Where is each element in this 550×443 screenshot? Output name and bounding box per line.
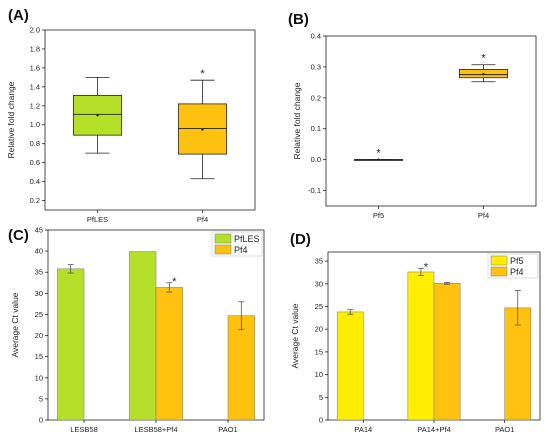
legend-swatch	[214, 244, 232, 255]
x-tick-label: Pf4	[197, 215, 208, 224]
x-tick-label: LESB58	[70, 425, 98, 434]
y-tick-label: 10	[35, 373, 43, 382]
panel-label: (D)	[290, 231, 311, 248]
panel-c: (C) 0 5 10 15 20 25 30 35 40 45 Average Ct value LES…	[8, 226, 265, 434]
x-tick-label: PA14	[354, 425, 372, 434]
y-tick-label: 20	[315, 325, 323, 334]
panel-b: (B) -0.1 0.0 0.1 0.2 0.3 0.4 Relative fold chan…	[288, 11, 537, 220]
y-tick-label: 0.2	[30, 196, 40, 205]
y-tick-label: 30	[35, 289, 43, 298]
y-tick-label: 25	[35, 310, 43, 319]
significance-star: *	[481, 53, 486, 65]
x-tick-label: Pf4	[478, 211, 489, 220]
y-tick-label: 35	[315, 257, 323, 266]
y-tick-label: 15	[35, 352, 43, 361]
y-tick-label: 1.2	[30, 101, 40, 110]
y-tick-label: 2.0	[30, 26, 40, 35]
y-tick-label: 0.3	[311, 62, 321, 71]
y-tick-label: 5	[39, 394, 43, 403]
y-tick-label: 10	[315, 370, 323, 379]
legend-swatch	[490, 255, 508, 266]
significance-star: *	[376, 148, 381, 160]
y-tick-label: 0.8	[30, 139, 40, 148]
bar-pf4	[504, 307, 532, 421]
bar-pfles	[129, 251, 157, 421]
x-tick-label: LESB58+Pf4	[134, 425, 177, 434]
x-tick-label: Pf5	[373, 211, 384, 220]
y-axis-label: Relative fold change	[6, 81, 16, 158]
plot-frame	[325, 35, 537, 207]
y-tick-label: 40	[35, 247, 43, 256]
panel-a: (A) 0.2 0.4 0.6 0.8 1.0 1.2 1.4 1.6 1.8 2.0 Relativ…	[6, 7, 256, 224]
y-tick-label: 5	[319, 393, 323, 402]
bar-pf5	[336, 311, 364, 421]
bar-pf4	[227, 315, 255, 421]
legend-label: Pf4	[234, 245, 248, 255]
x-tick-label: PfLES	[87, 215, 108, 224]
mean-marker	[377, 158, 380, 161]
y-axis-label: Average Ct value	[290, 303, 300, 368]
x-tick-label: PA14+Pf4	[417, 425, 450, 434]
mean-marker	[482, 72, 485, 76]
legend-swatch	[214, 233, 232, 244]
legend-swatch	[490, 266, 508, 277]
y-tick-label: 1.8	[30, 44, 40, 53]
y-tick-label: 15	[315, 347, 323, 356]
panel-label: (C)	[8, 227, 29, 244]
y-tick-label: 1.6	[30, 63, 40, 72]
bar-pf4	[433, 283, 461, 421]
y-tick-label: 45	[35, 226, 43, 235]
y-tick-label: 0.2	[311, 93, 321, 102]
mean-marker	[96, 114, 99, 117]
y-tick-label: 1.4	[30, 82, 40, 91]
y-tick-label: 0.6	[30, 158, 40, 167]
bar-pf5	[407, 271, 435, 421]
x-tick-label: PAO1	[218, 425, 237, 434]
y-tick-label: 0	[319, 416, 323, 425]
y-axis-label: Relative fold change	[292, 82, 302, 159]
y-tick-label: 0.0	[311, 155, 321, 164]
y-tick-label: 35	[35, 268, 43, 277]
bar-pfles	[57, 268, 85, 421]
y-tick-label: 0	[39, 416, 43, 425]
y-tick-label: 30	[315, 279, 323, 288]
mean-marker	[201, 128, 204, 131]
panel-label: (B)	[288, 11, 309, 28]
legend-label: Pf5	[510, 256, 524, 266]
panel-label: (A)	[8, 7, 29, 24]
y-tick-label: 0.4	[311, 32, 321, 41]
bar-pf4	[155, 287, 183, 421]
significance-star: *	[172, 276, 177, 288]
y-axis-label: Average Ct value	[10, 292, 20, 357]
y-tick-label: 20	[35, 331, 43, 340]
plot-frame	[44, 29, 256, 211]
significance-star: *	[424, 261, 429, 273]
y-tick-label: 0.1	[311, 124, 321, 133]
significance-star: *	[200, 68, 205, 80]
y-tick-label: 0.4	[30, 177, 40, 186]
y-tick-label: 25	[315, 302, 323, 311]
y-tick-label: -0.1	[308, 186, 321, 195]
y-tick-label: 1.0	[30, 120, 40, 129]
panel-d: (D) 0 5 10 15 20 25 30 35 Average Ct value PA14 PA1…	[290, 231, 541, 434]
legend-label: PfLES	[234, 234, 260, 244]
legend-label: Pf4	[510, 267, 524, 277]
x-tick-label: PAO1	[495, 425, 514, 434]
